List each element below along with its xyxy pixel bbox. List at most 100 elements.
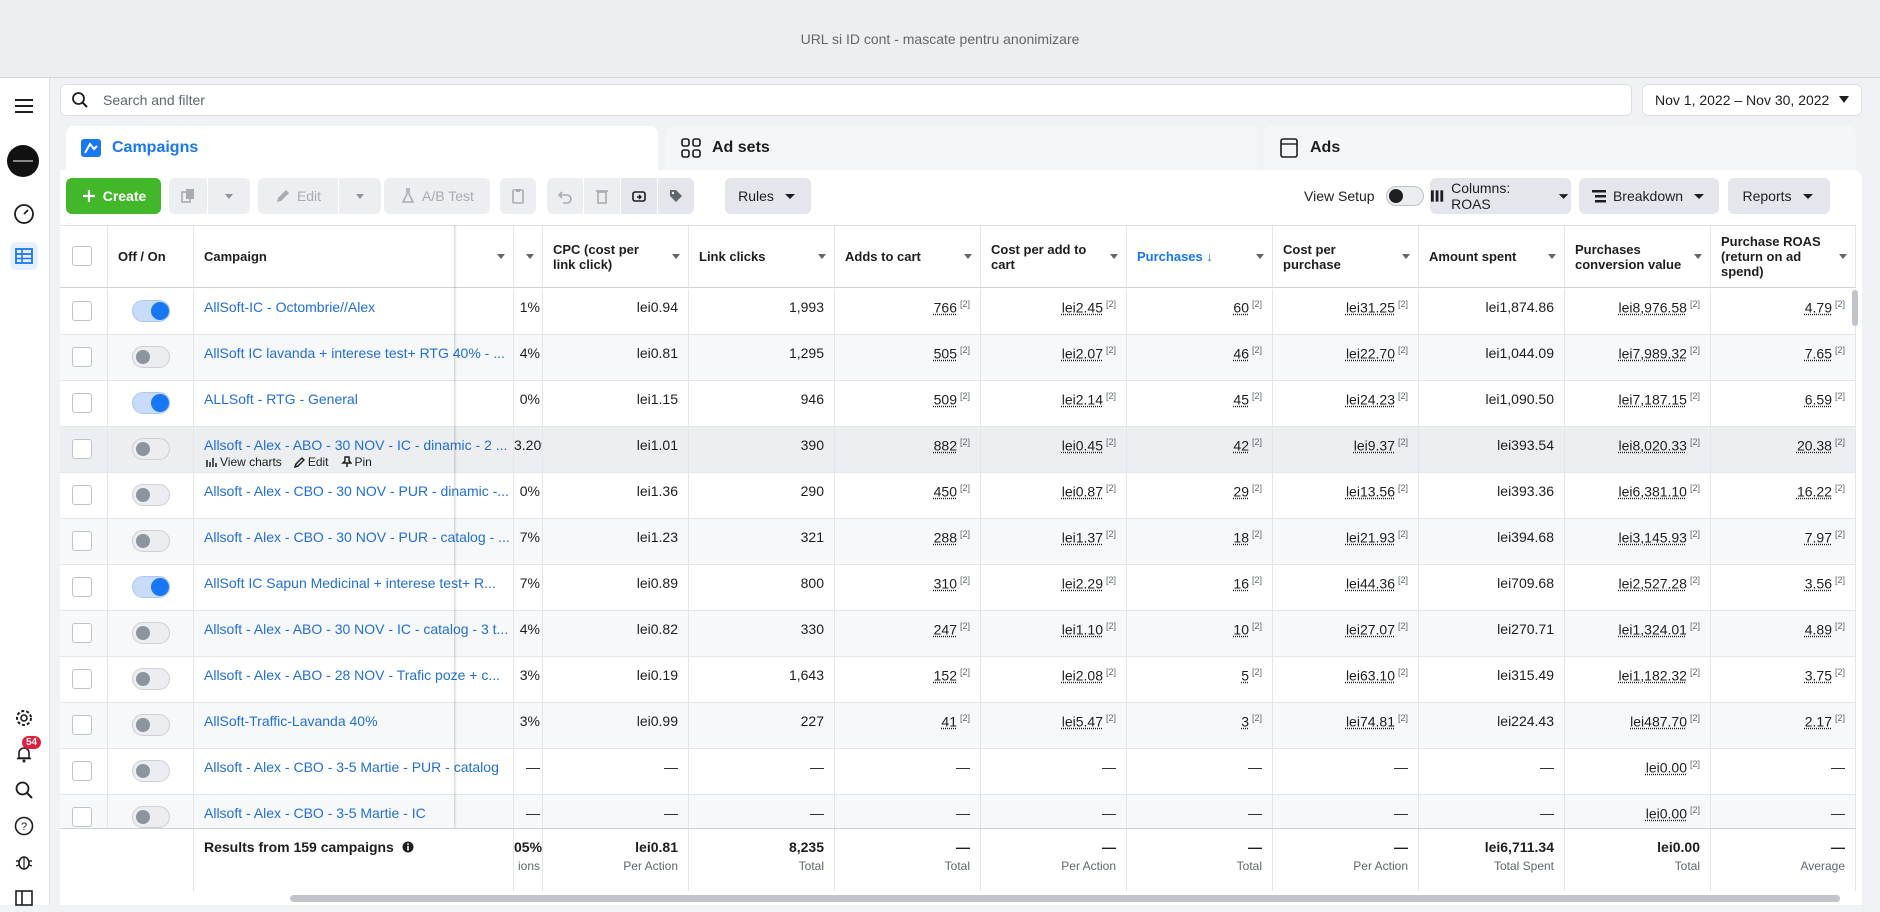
cell-roas-value[interactable]: 3.56 [1804,575,1832,592]
undo-button[interactable] [547,178,583,214]
col-header-roas[interactable]: Purchase ROAS (return on ad spend) [1711,226,1856,288]
row-checkbox[interactable] [72,807,92,827]
col-header-adds-to-cart[interactable]: Adds to cart [835,226,981,288]
campaign-name-link[interactable]: ALLSoft - RTG - General [204,391,358,407]
select-all-checkbox[interactable] [72,246,92,266]
campaign-name-link[interactable]: Allsoft - Alex - CBO - 3-5 Martie - IC [204,805,426,821]
campaign-status-toggle[interactable] [132,576,170,598]
row-checkbox[interactable] [72,393,92,413]
campaign-name-link[interactable]: AllSoft IC Sapun Medicinal + interese te… [204,575,496,591]
cell-atc-value[interactable]: 41 [941,713,957,730]
cell-cpp-value[interactable]: lei9.37 [1353,437,1395,454]
cell-purch-value[interactable]: 3 [1241,713,1249,730]
cell-value-value[interactable]: lei2,527.28 [1618,575,1687,592]
col-header-truncated[interactable] [514,226,543,288]
edit-button[interactable]: Edit [258,178,338,214]
cell-value-value[interactable]: lei487.70 [1630,713,1687,730]
delete-button[interactable] [584,178,620,214]
cell-atc-value[interactable]: 288 [933,529,957,546]
col-header-cost-per-purchase[interactable]: Cost per purchase [1273,226,1419,288]
cell-cpa-value[interactable]: lei0.45 [1061,437,1103,454]
campaign-status-toggle[interactable] [132,622,170,644]
cell-roas-value[interactable]: 7.65 [1804,345,1832,362]
cell-roas-value[interactable]: 2.17 [1804,713,1832,730]
table-row[interactable]: AllSoft-Traffic-Lavanda 40% 3% lei0.99 227 4… [60,703,1856,749]
col-header-amount-spent[interactable]: Amount spent [1419,226,1565,288]
cell-cpp-value[interactable]: lei13.56 [1345,483,1395,500]
col-header-purchases[interactable]: Purchases ↓ [1127,226,1273,288]
row-checkbox[interactable] [72,623,92,643]
edit-dropdown-button[interactable] [339,178,381,214]
campaign-status-toggle[interactable] [132,392,170,414]
campaign-name-link[interactable]: Allsoft - Alex - CBO - 30 NOV - PUR - ca… [204,529,510,545]
cell-roas-value[interactable]: 4.89 [1804,621,1832,638]
cell-value-value[interactable]: lei1,324.01 [1618,621,1687,638]
col-header-off-on[interactable]: Off / On [108,226,194,288]
cell-atc-value[interactable]: 509 [933,391,957,408]
cell-cpp-value[interactable]: lei22.70 [1345,345,1395,362]
pin-link[interactable]: Pin [340,455,372,469]
col-header-conversion-value[interactable]: Purchases conversion value [1565,226,1711,288]
cell-purch-value[interactable]: 16 [1233,575,1249,592]
cell-atc-value[interactable]: 766 [933,299,957,316]
campaign-name-link[interactable]: Allsoft - Alex - CBO - 3-5 Martie - PUR … [204,759,499,775]
cell-atc-value[interactable]: 152 [933,667,957,684]
cell-roas-value[interactable]: 3.75 [1804,667,1832,684]
cell-cpa-value[interactable]: lei2.08 [1061,667,1103,684]
campaign-status-toggle[interactable] [132,530,170,552]
cell-value-value[interactable]: lei7,187.15 [1618,391,1687,408]
row-checkbox[interactable] [72,715,92,735]
row-checkbox[interactable] [72,669,92,689]
search-filter-bar[interactable] [60,84,1632,116]
cell-purch-value[interactable]: 42 [1233,437,1249,454]
settings-gear-icon[interactable] [10,704,38,732]
campaign-name-link[interactable]: Allsoft - Alex - ABO - 30 NOV - IC - cat… [204,621,509,637]
cell-roas-value[interactable]: 6.59 [1804,391,1832,408]
export-button[interactable] [621,178,657,214]
table-row[interactable]: AllSoft IC Sapun Medicinal + interese te… [60,565,1856,611]
ads-manager-table-icon[interactable] [10,242,38,270]
cell-purch-value[interactable]: 46 [1233,345,1249,362]
horizontal-scrollbar[interactable] [290,895,1840,902]
cell-cpp-value[interactable]: lei31.25 [1345,299,1395,316]
campaign-status-toggle[interactable] [132,668,170,690]
row-checkbox[interactable] [72,761,92,781]
cell-purch-value[interactable]: 45 [1233,391,1249,408]
breakdown-button[interactable]: Breakdown [1579,178,1719,214]
cell-cpp-value[interactable]: lei24.23 [1345,391,1395,408]
tab-ads[interactable]: Ads [1264,126,1856,170]
row-checkbox[interactable] [72,531,92,551]
dashboard-gauge-icon[interactable] [10,200,38,228]
account-avatar[interactable] [7,145,39,177]
table-row[interactable]: Allsoft - Alex - CBO - 30 NOV - PUR - ca… [60,519,1856,565]
duplicate-dropdown-button[interactable] [208,178,250,214]
cell-cpp-value[interactable]: lei74.81 [1345,713,1395,730]
table-row[interactable]: AllSoft-IC - Octombrie//Alex 1% lei0.94 1,9… [60,289,1856,335]
cell-value-value[interactable]: lei8,020.33 [1618,437,1687,454]
info-icon[interactable] [402,841,414,853]
campaign-status-toggle[interactable] [132,484,170,506]
campaign-name-link[interactable]: AllSoft-IC - Octombrie//Alex [204,299,376,315]
row-checkbox[interactable] [72,485,92,505]
campaign-status-toggle[interactable] [132,760,170,782]
cell-value-value[interactable]: lei6,381.10 [1618,483,1687,500]
tag-button[interactable] [658,178,694,214]
cell-cpp-value[interactable]: lei63.10 [1345,667,1395,684]
campaign-status-toggle[interactable] [132,714,170,736]
table-row[interactable]: Allsoft - Alex - ABO - 28 NOV - Trafic p… [60,657,1856,703]
date-range-picker[interactable]: Nov 1, 2022 – Nov 30, 2022 [1642,84,1862,116]
table-row[interactable]: Allsoft - Alex - CBO - 30 NOV - PUR - di… [60,473,1856,519]
cell-cpa-value[interactable]: lei2.14 [1061,391,1103,408]
cell-cpa-value[interactable]: lei1.10 [1061,621,1103,638]
campaign-status-toggle[interactable] [132,346,170,368]
cell-cpp-value[interactable]: lei27.07 [1345,621,1395,638]
campaign-name-link[interactable]: AllSoft-Traffic-Lavanda 40% [204,713,378,729]
row-checkbox[interactable] [72,347,92,367]
table-row[interactable]: ALLSoft - RTG - General 0% lei1.15 946 509 [2… [60,381,1856,427]
cell-purch-value[interactable]: 18 [1233,529,1249,546]
cell-atc-value[interactable]: 505 [933,345,957,362]
campaign-status-toggle[interactable] [132,806,170,828]
cell-purch-value[interactable]: 5 [1241,667,1249,684]
cell-cpa-value[interactable]: lei0.87 [1061,483,1103,500]
row-checkbox[interactable] [72,301,92,321]
